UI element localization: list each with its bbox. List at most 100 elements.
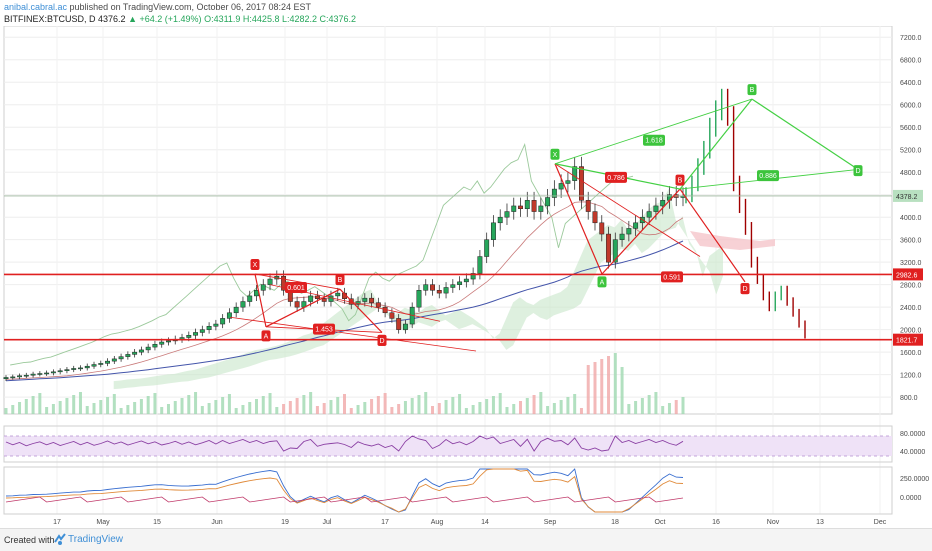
candle-body <box>247 295 253 302</box>
pattern-label-box <box>757 170 779 182</box>
candle-body <box>518 205 523 210</box>
volume-bars <box>4 353 685 414</box>
candle-body <box>57 370 63 373</box>
candle-body <box>206 326 212 330</box>
volume-bar <box>11 405 15 414</box>
pattern-label-box <box>853 165 863 177</box>
histogram-line <box>5 496 684 503</box>
price-tick-label: 4800.0 <box>900 170 922 177</box>
candle-body <box>64 369 70 371</box>
macd-line <box>5 468 684 513</box>
volume-bar <box>302 395 306 414</box>
volume-bar <box>254 399 258 414</box>
volume-bar <box>51 404 55 414</box>
price-tick-label: 4000.0 <box>900 215 922 222</box>
volume-bar <box>248 402 252 414</box>
candle-body <box>545 197 551 207</box>
volume-bar <box>166 404 170 414</box>
volume-bar <box>31 396 35 414</box>
candle-body <box>660 200 666 207</box>
volume-bar <box>681 397 685 414</box>
candle-body <box>490 222 496 240</box>
pattern-label: X <box>553 152 558 159</box>
volume-bar <box>38 393 42 414</box>
time-tick-label: Dec <box>874 519 887 526</box>
candle-body <box>335 292 341 297</box>
volume-bar <box>627 404 631 414</box>
price-tick-label: 2800.0 <box>900 283 922 290</box>
candle-body <box>138 349 144 353</box>
volume-bar <box>512 404 516 414</box>
candle-body <box>152 344 158 348</box>
candle-body <box>565 180 571 184</box>
price-tick-label: 7200.0 <box>900 35 922 42</box>
volume-bar <box>214 400 218 414</box>
volume-bar <box>112 394 116 414</box>
volume-bar <box>126 405 130 414</box>
volume-bar <box>261 396 265 414</box>
candle-body <box>511 205 517 212</box>
pattern-label: D <box>379 338 384 345</box>
candle-body <box>484 239 490 257</box>
pattern-label-box <box>675 174 685 186</box>
price-tag-box <box>893 268 923 281</box>
candle-body <box>572 166 578 181</box>
volume-bar <box>674 400 678 414</box>
macd-pane <box>3 466 893 515</box>
volume-bar <box>180 398 184 414</box>
volume-bar <box>133 402 137 414</box>
candle-body <box>612 239 618 263</box>
macd-tick-label: 0.0000 <box>900 495 922 502</box>
candle-body <box>111 358 117 362</box>
candle-body <box>375 302 381 308</box>
price-tick-label: 5200.0 <box>900 148 922 155</box>
pattern-label: 0.786 <box>607 175 625 182</box>
volume-bar <box>288 401 292 414</box>
volume-bar <box>607 356 611 414</box>
macd-tick-label: 250.0000 <box>900 476 929 483</box>
cloud-area <box>113 188 723 390</box>
time-tick-label: Jul <box>323 519 332 526</box>
candle-body <box>389 312 395 319</box>
tradingview-logo-icon <box>54 533 66 545</box>
price-chart[interactable]: XABCD0.6011.453XABCD0.7860.5911.6180.886… <box>0 26 932 526</box>
pattern-leg <box>601 188 681 275</box>
pattern-label: 1.453 <box>315 327 333 334</box>
candle-body <box>362 297 368 302</box>
rsi-tick-label: 40.0000 <box>900 449 925 456</box>
volume-bar <box>498 393 502 414</box>
candle-body <box>538 205 544 212</box>
price-tick-label: 2000.0 <box>900 328 922 335</box>
volume-bar <box>18 402 22 414</box>
candle-body <box>10 376 16 379</box>
pattern-label-box <box>605 171 627 183</box>
volume-bar <box>376 396 380 414</box>
lagging-span-line <box>10 142 634 366</box>
candle-body <box>430 284 435 291</box>
volume-bar <box>106 397 110 414</box>
volume-bar <box>600 359 604 414</box>
candle-body <box>199 329 205 333</box>
symbol-info: BITFINEX:BTCUSD, D 4376.2 ▲ +64.2 (+1.49… <box>4 14 356 24</box>
candle-body <box>369 297 375 303</box>
pattern-label: D <box>742 286 747 293</box>
publish-info: anibal.cabral.ac published on TradingVie… <box>4 2 311 12</box>
signal-line <box>5 468 684 513</box>
volume-bar <box>383 393 387 414</box>
pattern-label: B <box>678 178 683 185</box>
candle-body <box>213 323 219 327</box>
author-link[interactable]: anibal.cabral.ac <box>4 2 68 12</box>
candle-body <box>17 375 22 378</box>
volume-bar <box>24 399 28 414</box>
candle-body <box>504 211 510 218</box>
change-value: +64.2 (+1.49%) <box>139 14 202 24</box>
tradingview-link[interactable]: TradingView <box>68 534 124 545</box>
volume-bar <box>275 407 279 414</box>
volume-bar <box>613 353 617 414</box>
volume-bar <box>119 408 123 414</box>
time-tick-label: Nov <box>767 519 780 526</box>
volume-bar <box>647 395 651 414</box>
candle-body <box>653 205 659 212</box>
candle-body <box>585 200 591 212</box>
volume-bar <box>620 367 624 414</box>
